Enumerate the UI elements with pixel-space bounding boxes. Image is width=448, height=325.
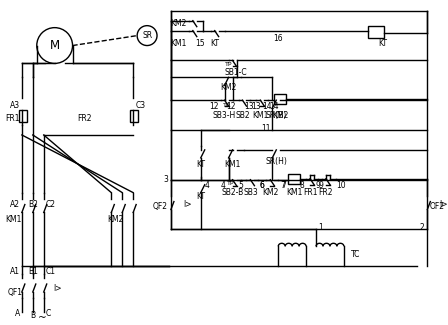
Text: A: A: [15, 309, 20, 318]
Text: 7: 7: [281, 181, 286, 190]
Text: SR: SR: [142, 31, 152, 40]
Text: I>: I>: [439, 200, 448, 209]
Text: SB3: SB3: [243, 188, 258, 197]
Text: 4: 4: [221, 181, 226, 190]
Text: QF1: QF1: [8, 288, 23, 296]
Text: KM1: KM1: [5, 215, 22, 224]
Text: KM2: KM2: [108, 215, 124, 224]
Text: 2: 2: [420, 223, 424, 232]
Text: TP: TP: [224, 62, 232, 67]
Text: 3: 3: [163, 175, 168, 184]
Text: 15: 15: [195, 39, 204, 48]
Text: A3: A3: [10, 101, 20, 110]
Text: KM2: KM2: [171, 19, 187, 28]
Text: B2: B2: [28, 200, 38, 209]
Text: KM2: KM2: [272, 111, 289, 120]
Text: 16: 16: [273, 34, 283, 43]
Text: FR2: FR2: [78, 113, 92, 123]
Text: C1: C1: [46, 266, 56, 276]
Text: I>: I>: [183, 200, 191, 209]
Text: C: C: [46, 309, 51, 318]
Text: FR1: FR1: [5, 113, 19, 123]
Text: B: B: [30, 311, 35, 320]
Bar: [288, 174, 300, 184]
Text: I>: I>: [54, 283, 62, 292]
Text: KM2: KM2: [220, 83, 237, 92]
Text: 13: 13: [244, 102, 254, 110]
Bar: [130, 110, 138, 122]
Text: FR1: FR1: [303, 188, 317, 197]
Text: KT: KT: [196, 160, 205, 169]
Bar: [368, 26, 383, 38]
Text: KM1: KM1: [171, 39, 187, 48]
Text: 5: 5: [239, 181, 244, 190]
Text: 4: 4: [205, 181, 210, 190]
Text: SB2-B: SB2-B: [221, 188, 244, 197]
Text: SB2: SB2: [235, 111, 250, 120]
Text: C3: C3: [135, 101, 145, 110]
Text: 6: 6: [259, 181, 264, 190]
Text: 8: 8: [299, 181, 304, 190]
Text: 9: 9: [318, 181, 323, 190]
Text: 13: 13: [251, 102, 261, 110]
Text: 6: 6: [259, 181, 264, 190]
Text: 14: 14: [269, 102, 279, 110]
Bar: [19, 110, 27, 122]
Text: FR2: FR2: [319, 188, 333, 197]
Text: C2: C2: [46, 200, 56, 209]
Text: A2: A2: [10, 200, 20, 209]
Text: 11: 11: [261, 124, 270, 133]
Text: TC: TC: [351, 250, 360, 259]
Text: 7: 7: [280, 181, 285, 190]
Text: KT: KT: [196, 192, 205, 201]
Text: SR(H): SR(H): [265, 157, 287, 166]
Text: 1: 1: [318, 223, 323, 232]
Text: KM1: KM1: [224, 160, 241, 169]
Bar: [274, 94, 286, 104]
Text: B1: B1: [28, 266, 38, 276]
Text: 12: 12: [226, 102, 236, 110]
Text: SR(B): SR(B): [266, 111, 287, 120]
Text: OF2: OF2: [429, 202, 444, 211]
Text: KM1: KM1: [286, 188, 302, 197]
Text: TP: TP: [223, 103, 230, 108]
Text: KT: KT: [210, 39, 219, 48]
Text: 10: 10: [336, 181, 345, 190]
Text: QF2: QF2: [153, 202, 168, 211]
Text: KT: KT: [378, 39, 387, 48]
Text: KM2: KM2: [262, 188, 279, 197]
Text: KM1: KM1: [252, 111, 268, 120]
Text: 14: 14: [263, 102, 272, 110]
Text: TP: TP: [227, 181, 234, 186]
Text: ~: ~: [39, 313, 47, 323]
Text: SB1-C: SB1-C: [224, 68, 247, 77]
Text: M: M: [50, 39, 60, 52]
Text: 9: 9: [315, 181, 320, 190]
Text: SB3-H: SB3-H: [213, 111, 236, 120]
Text: A1: A1: [10, 266, 20, 276]
Text: 12: 12: [209, 102, 219, 110]
